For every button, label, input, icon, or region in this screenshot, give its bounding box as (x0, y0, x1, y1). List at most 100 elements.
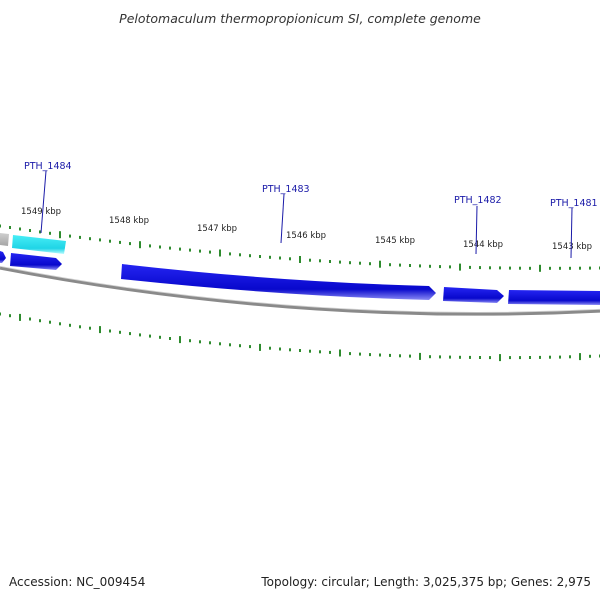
minor-tick (379, 353, 381, 357)
gene-label-pth-1483[interactable]: PTH_1483 (262, 184, 310, 195)
minor-tick (399, 263, 401, 267)
gene-feature-left-edge[interactable] (0, 251, 6, 263)
gene-feature-grey[interactable] (0, 233, 9, 246)
minor-tick (199, 249, 201, 253)
minor-tick (149, 334, 151, 338)
minor-tick (509, 266, 511, 270)
minor-tick (179, 247, 181, 251)
minor-tick (0, 312, 1, 316)
gene-label-pth-1484[interactable]: PTH_1484 (24, 161, 72, 172)
scale-label: 1546 kbp (286, 231, 326, 241)
minor-tick (169, 246, 171, 250)
minor-tick (329, 350, 331, 354)
minor-tick (559, 355, 561, 359)
minor-tick (229, 343, 231, 347)
minor-tick (229, 252, 231, 256)
gene-feature-pth-1482[interactable] (443, 287, 504, 303)
minor-tick (239, 344, 241, 348)
minor-tick (559, 266, 561, 270)
minor-tick (409, 354, 411, 358)
minor-tick (79, 235, 81, 239)
minor-tick (269, 346, 271, 350)
major-tick (139, 241, 141, 249)
inner-tick-ring (0, 312, 600, 362)
scale-label: 1549 kbp (21, 207, 61, 217)
major-tick (539, 264, 541, 272)
minor-tick (129, 332, 131, 336)
minor-tick (479, 356, 481, 359)
minor-tick (469, 265, 471, 269)
minor-tick (49, 320, 51, 324)
minor-tick (319, 350, 321, 354)
minor-tick (9, 314, 11, 318)
gene-labels: PTH_1484 PTH_1483 PTH_1482 PTH_1481 (24, 161, 598, 209)
minor-tick (29, 229, 31, 232)
minor-tick (439, 265, 441, 269)
minor-tick (369, 262, 371, 266)
accession-text: Accession: NC_009454 (9, 575, 145, 589)
minor-tick (269, 255, 271, 259)
leader-line-pth-1484 (40, 170, 47, 234)
leader-line-pth-1482 (475, 205, 478, 255)
minor-tick (159, 335, 161, 339)
gene-feature-pth-1481[interactable] (508, 290, 600, 305)
minor-tick (469, 355, 471, 359)
minor-tick (159, 245, 161, 249)
major-tick (379, 260, 381, 268)
minor-tick (429, 355, 431, 359)
minor-tick (109, 329, 111, 333)
scale-label: 1548 kbp (109, 216, 149, 226)
gene-label-pth-1482[interactable]: PTH_1482 (454, 195, 502, 206)
scale-label: 1545 kbp (375, 236, 415, 246)
genome-backbone (0, 266, 600, 316)
minor-tick (409, 264, 411, 267)
major-tick (99, 326, 101, 334)
minor-tick (329, 260, 331, 263)
gene-feature-pth-1484[interactable] (12, 235, 66, 254)
minor-tick (359, 352, 361, 356)
minor-tick (239, 253, 241, 257)
minor-tick (189, 339, 191, 343)
gene-feature-blue[interactable] (10, 253, 62, 270)
minor-tick (589, 266, 591, 270)
minor-tick (119, 240, 121, 244)
minor-tick (49, 231, 51, 235)
gene-features (0, 233, 600, 305)
minor-tick (309, 349, 311, 353)
minor-tick (489, 266, 491, 270)
minor-tick (249, 345, 251, 349)
minor-tick (19, 227, 21, 231)
outer-tick-ring (0, 224, 600, 272)
minor-tick (109, 239, 111, 243)
minor-tick (249, 254, 251, 258)
gene-feature-pth-1483[interactable] (121, 264, 436, 300)
minor-tick (39, 319, 41, 323)
minor-tick (199, 340, 201, 344)
major-tick (579, 353, 581, 361)
leader-line-pth-1483 (280, 193, 285, 244)
scale-label: 1547 kbp (197, 224, 237, 234)
scale-labels: 1549 kbp 1548 kbp 1547 kbp 1546 kbp 1545… (21, 207, 592, 252)
minor-tick (279, 256, 281, 260)
minor-tick (429, 264, 431, 268)
minor-tick (539, 355, 541, 359)
major-tick (259, 343, 261, 351)
minor-tick (69, 323, 71, 327)
minor-tick (399, 354, 401, 358)
minor-tick (569, 355, 571, 359)
minor-tick (499, 266, 501, 270)
minor-tick (419, 264, 421, 268)
minor-tick (349, 261, 351, 265)
leader-line-pth-1481 (570, 207, 573, 259)
minor-tick (89, 326, 91, 330)
scale-label: 1543 kbp (552, 242, 592, 252)
minor-tick (259, 255, 261, 258)
minor-tick (0, 224, 1, 228)
gene-label-pth-1481[interactable]: PTH_1481 (550, 198, 598, 209)
major-tick (179, 336, 181, 344)
minor-tick (279, 347, 281, 351)
minor-tick (439, 355, 441, 359)
minor-tick (459, 355, 461, 359)
major-tick (59, 231, 61, 239)
minor-tick (169, 337, 171, 340)
